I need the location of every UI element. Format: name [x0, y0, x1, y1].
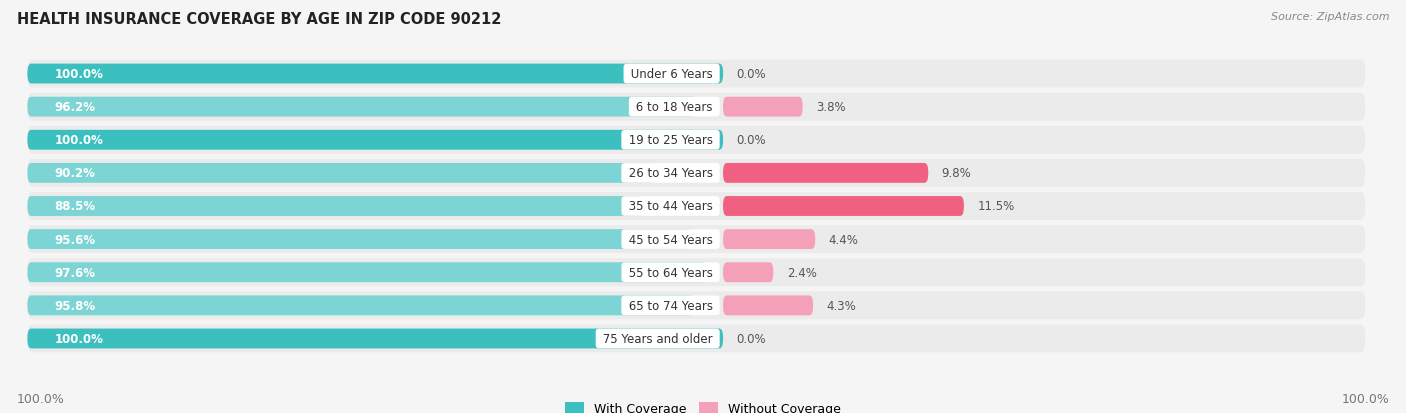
Text: 0.0%: 0.0%	[737, 332, 766, 345]
Text: 88.5%: 88.5%	[55, 200, 96, 213]
Text: 19 to 25 Years: 19 to 25 Years	[624, 134, 717, 147]
FancyBboxPatch shape	[28, 131, 723, 150]
Text: 35 to 44 Years: 35 to 44 Years	[624, 200, 717, 213]
FancyBboxPatch shape	[28, 64, 723, 84]
Text: 100.0%: 100.0%	[1341, 392, 1389, 405]
Text: 3.8%: 3.8%	[815, 101, 845, 114]
FancyBboxPatch shape	[723, 97, 803, 117]
Text: 0.0%: 0.0%	[737, 134, 766, 147]
FancyBboxPatch shape	[28, 325, 1365, 353]
FancyBboxPatch shape	[28, 296, 693, 316]
FancyBboxPatch shape	[723, 230, 815, 249]
Text: 95.8%: 95.8%	[55, 299, 96, 312]
FancyBboxPatch shape	[28, 225, 1365, 254]
FancyBboxPatch shape	[28, 164, 655, 183]
FancyBboxPatch shape	[28, 97, 696, 117]
Text: 9.8%: 9.8%	[942, 167, 972, 180]
Text: 90.2%: 90.2%	[55, 167, 96, 180]
Text: 0.0%: 0.0%	[737, 68, 766, 81]
FancyBboxPatch shape	[28, 197, 643, 216]
Text: 75 Years and older: 75 Years and older	[599, 332, 717, 345]
Text: 45 to 54 Years: 45 to 54 Years	[624, 233, 717, 246]
Text: 100.0%: 100.0%	[55, 332, 103, 345]
FancyBboxPatch shape	[28, 329, 723, 349]
FancyBboxPatch shape	[28, 292, 1365, 320]
Text: 96.2%: 96.2%	[55, 101, 96, 114]
FancyBboxPatch shape	[723, 197, 965, 216]
Text: 11.5%: 11.5%	[977, 200, 1015, 213]
FancyBboxPatch shape	[723, 296, 813, 316]
FancyBboxPatch shape	[28, 259, 1365, 287]
Text: 65 to 74 Years: 65 to 74 Years	[624, 299, 717, 312]
FancyBboxPatch shape	[723, 263, 773, 282]
Text: 100.0%: 100.0%	[55, 68, 103, 81]
Text: 6 to 18 Years: 6 to 18 Years	[633, 101, 717, 114]
Text: 26 to 34 Years: 26 to 34 Years	[624, 167, 717, 180]
Text: 95.6%: 95.6%	[55, 233, 96, 246]
Legend: With Coverage, Without Coverage: With Coverage, Without Coverage	[561, 397, 845, 413]
FancyBboxPatch shape	[28, 263, 706, 282]
FancyBboxPatch shape	[28, 159, 1365, 188]
FancyBboxPatch shape	[28, 60, 1365, 88]
Text: 97.6%: 97.6%	[55, 266, 96, 279]
FancyBboxPatch shape	[28, 192, 1365, 221]
Text: 100.0%: 100.0%	[17, 392, 65, 405]
Text: Under 6 Years: Under 6 Years	[627, 68, 717, 81]
FancyBboxPatch shape	[28, 230, 693, 249]
Text: HEALTH INSURANCE COVERAGE BY AGE IN ZIP CODE 90212: HEALTH INSURANCE COVERAGE BY AGE IN ZIP …	[17, 12, 502, 27]
Text: 4.3%: 4.3%	[827, 299, 856, 312]
Text: Source: ZipAtlas.com: Source: ZipAtlas.com	[1271, 12, 1389, 22]
Text: 2.4%: 2.4%	[787, 266, 817, 279]
FancyBboxPatch shape	[28, 93, 1365, 121]
Text: 100.0%: 100.0%	[55, 134, 103, 147]
FancyBboxPatch shape	[28, 126, 1365, 154]
Text: 4.4%: 4.4%	[828, 233, 859, 246]
FancyBboxPatch shape	[723, 164, 928, 183]
Text: 55 to 64 Years: 55 to 64 Years	[624, 266, 717, 279]
